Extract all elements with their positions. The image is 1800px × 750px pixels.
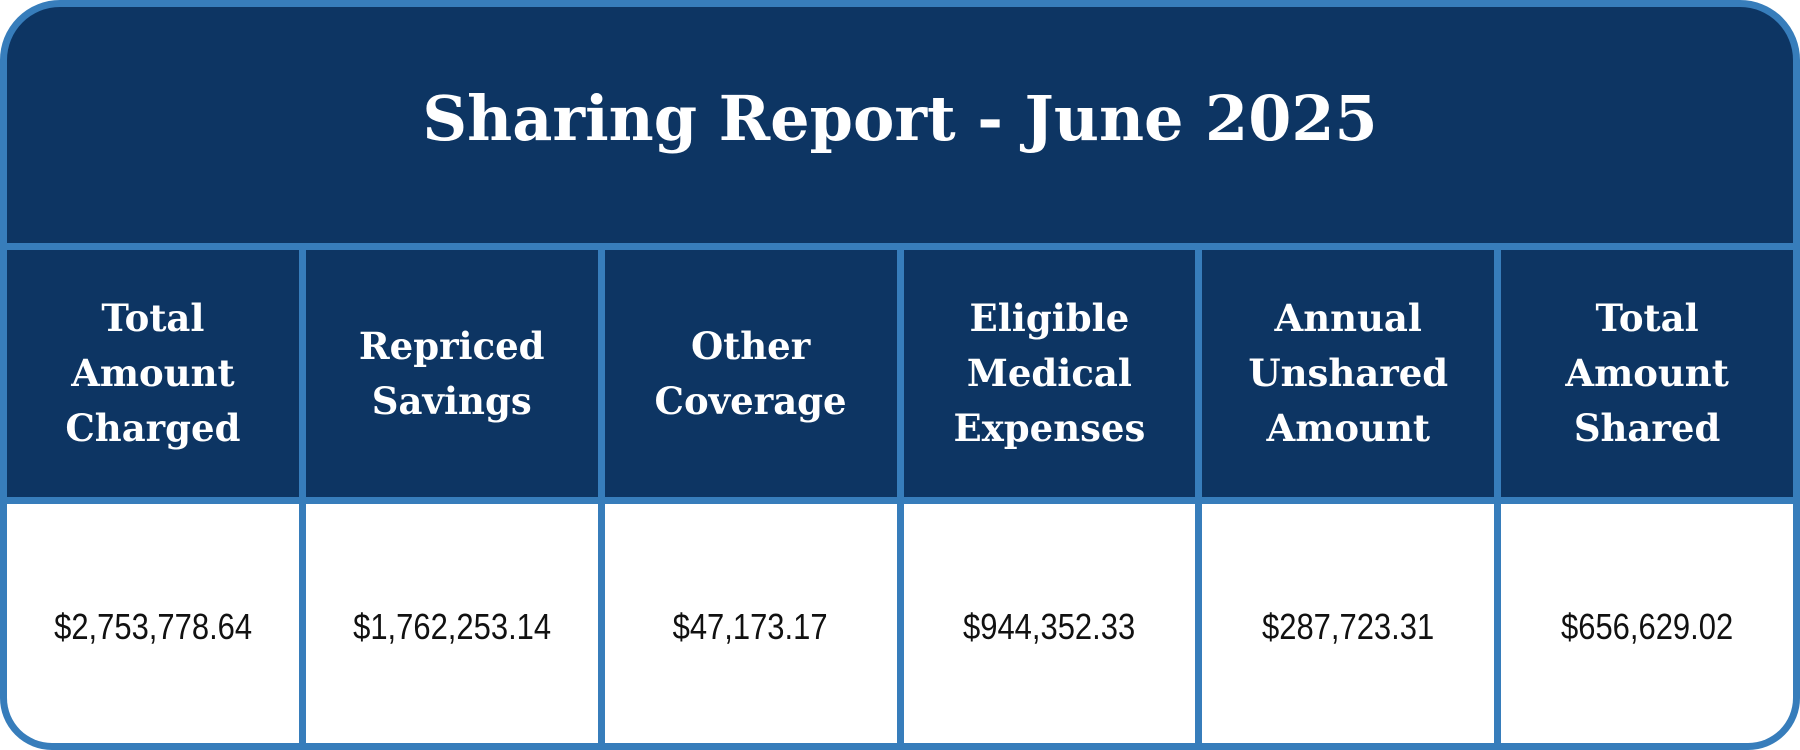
column-header-label: Eligible Medical Expenses — [953, 296, 1146, 450]
column-header-total-amount-shared: Total Amount Shared — [1501, 250, 1793, 497]
column-header-label: Total Amount Charged — [65, 296, 241, 450]
column-header-total-amount-charged: Total Amount Charged — [7, 250, 299, 497]
value-cell-total-amount-shared: $656,629.02 — [1501, 504, 1793, 743]
value-cell-annual-unshared-amount: $287,723.31 — [1202, 504, 1495, 743]
column-header-annual-unshared-amount: Annual Unshared Amount — [1202, 250, 1495, 497]
report-table: Total Amount Charged Repriced Savings Ot… — [7, 250, 1793, 743]
column-header-repriced-savings: Repriced Savings — [305, 250, 598, 497]
column-header-label: Total Amount Shared — [1565, 296, 1729, 450]
column-header-other-coverage: Other Coverage — [604, 250, 897, 497]
value-text: $47,173.17 — [673, 606, 829, 647]
value-cell-repriced-savings: $1,762,253.14 — [305, 504, 598, 743]
report-title: Sharing Report - June 2025 — [422, 81, 1378, 155]
value-text: $1,762,253.14 — [352, 606, 551, 647]
value-cell-other-coverage: $47,173.17 — [604, 504, 897, 743]
value-text: $2,753,778.64 — [53, 606, 252, 647]
value-text: $944,352.33 — [963, 606, 1136, 647]
column-header-eligible-medical-expenses: Eligible Medical Expenses — [903, 250, 1196, 497]
value-cell-total-amount-charged: $2,753,778.64 — [7, 504, 299, 743]
column-header-label: Annual Unshared Amount — [1248, 296, 1449, 450]
value-text: $287,723.31 — [1262, 606, 1435, 647]
title-band: Sharing Report - June 2025 — [7, 7, 1793, 243]
value-text: $656,629.02 — [1560, 606, 1734, 647]
value-cell-eligible-medical-expenses: $944,352.33 — [903, 504, 1196, 743]
column-header-label: Repriced Savings — [358, 323, 545, 423]
column-header-label: Other Coverage — [654, 323, 847, 423]
